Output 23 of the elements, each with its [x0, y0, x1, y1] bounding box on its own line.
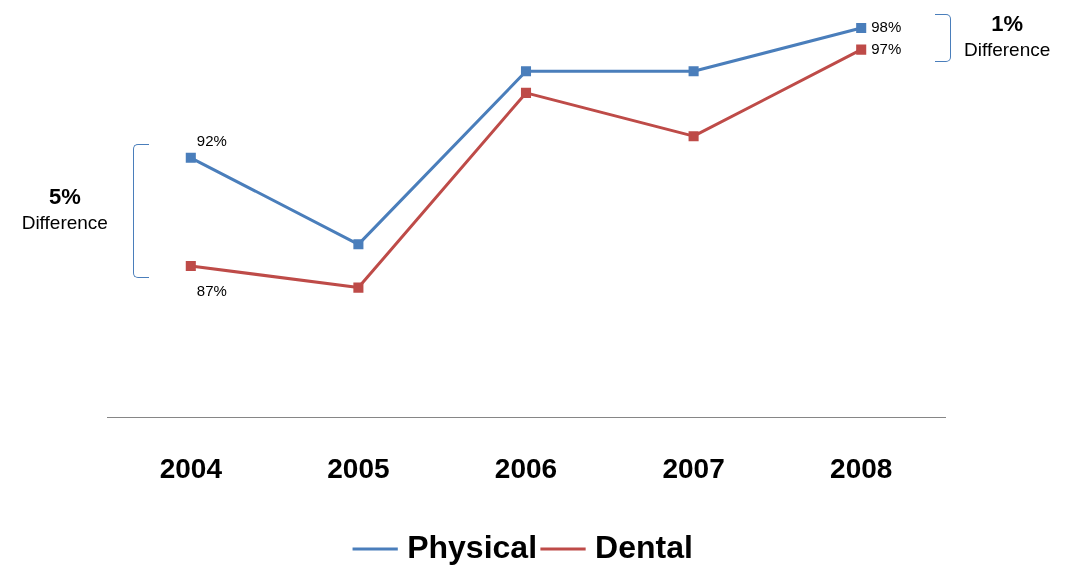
data-label: 98%	[871, 18, 902, 36]
data-label: 97%	[871, 39, 902, 57]
point	[856, 44, 867, 55]
point	[688, 66, 699, 77]
data-label: 92%	[196, 132, 227, 150]
x-tick-label: 2006	[494, 452, 558, 484]
point	[353, 239, 364, 250]
legend-label: Dental	[595, 528, 693, 565]
x-tick-label: 2008	[830, 452, 893, 484]
x-tick-label: 2007	[662, 452, 725, 484]
legend-label: Physical	[407, 528, 538, 565]
point	[520, 66, 532, 77]
point	[688, 131, 699, 142]
point	[185, 260, 196, 271]
x-tick-label: 2005	[327, 452, 390, 484]
x-tick-label: 2004	[159, 452, 223, 484]
data-label: 87%	[196, 281, 227, 299]
annotation: 5% Difference	[20, 183, 109, 235]
text: 1% Difference	[963, 10, 1052, 62]
point	[353, 282, 364, 293]
point	[856, 22, 867, 34]
point	[185, 152, 196, 163]
point	[520, 87, 532, 98]
